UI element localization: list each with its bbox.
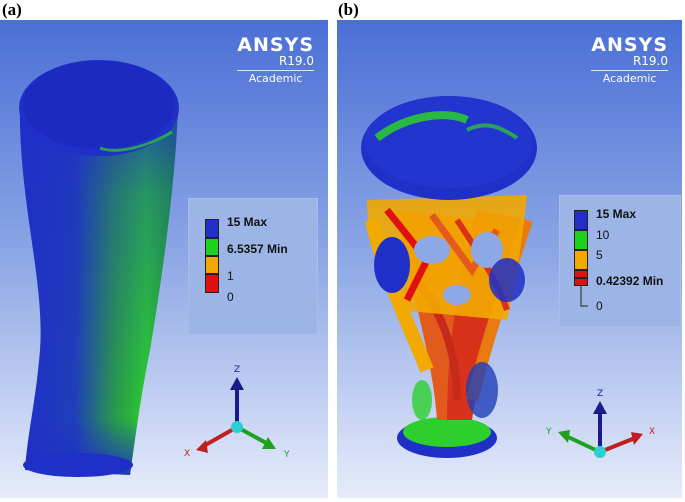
axis-triad-b[interactable]: Z Y X [542,380,672,485]
color-legend-a: 15 Max 6.5357 Min 1 0 [188,198,318,335]
legend-swatch-max [574,210,588,230]
ansys-logo-b: ANSYS R19.0 Academic [591,34,668,85]
legend-label-max: 15 Max [596,207,637,221]
logo-version: R19.0 [278,54,314,68]
triad-y-label: Y [283,450,290,460]
legend-label-min: 6.5357 Min [227,242,288,256]
legend-swatch-max [205,219,219,238]
logo-title: ANSYS [591,34,668,56]
legend-swatch-0 [574,278,588,286]
logo-version: R19.0 [632,54,668,68]
legend-swatch-min [574,270,588,278]
logo-edition: Academic [248,72,303,85]
legend-label-5: 5 [596,248,603,262]
legend-swatch-0 [205,274,219,293]
legend-label-1: 1 [227,269,234,283]
logo-divider [591,70,668,71]
axis-triad-a[interactable]: Z X Y [180,360,300,470]
triad-x-label: X [649,427,655,437]
panel-label-a: (a) [2,0,22,19]
legend-swatch-5 [574,250,588,270]
logo-edition: Academic [602,72,657,85]
legend-zero-leader [580,286,588,307]
triad-z-label: Z [234,365,240,375]
logo-divider [237,70,314,71]
legend-label-min: 0.42392 Min [596,274,664,288]
ansys-logo-a: ANSYS R19.0 Academic [237,34,314,85]
viewport-b[interactable]: ANSYS R19.0 Academic 15 Max 10 5 0.42392… [337,20,682,498]
legend-label-max: 15 Max [227,215,268,229]
viewport-a[interactable]: ANSYS R19.0 Academic 15 Max 6.5357 Min 1… [0,20,328,498]
logo-title: ANSYS [237,34,314,56]
legend-swatch-min [205,238,219,256]
lattice-model-b [361,96,537,458]
color-legend-b: 15 Max 10 5 0.42392 Min 0 [559,195,681,327]
panel-label-b: (b) [338,0,359,19]
triad-x-label: X [184,449,190,459]
triad-y-label: Y [545,427,552,437]
legend-label-10: 10 [596,228,610,242]
legend-label-0: 0 [227,290,234,304]
legend-swatch-10 [574,230,588,250]
legend-label-0: 0 [596,299,603,313]
tube-model-a [19,60,179,477]
legend-swatch-1 [205,256,219,274]
triad-z-label: Z [597,389,603,399]
